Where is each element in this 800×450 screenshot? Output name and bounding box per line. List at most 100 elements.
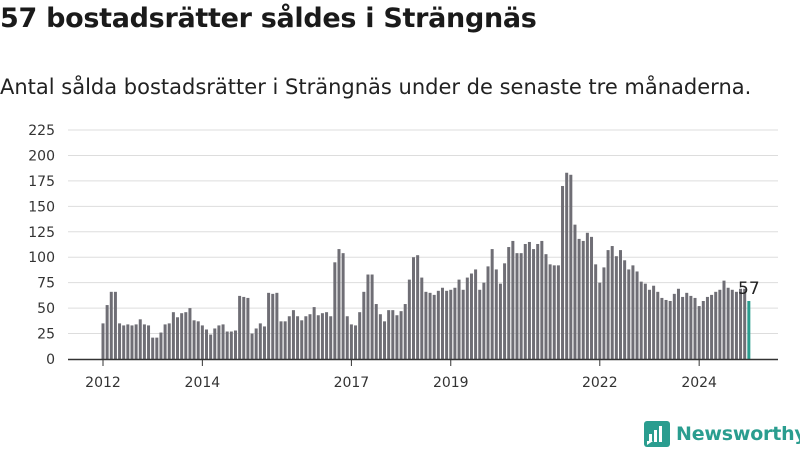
bar	[532, 249, 536, 359]
bar	[221, 324, 225, 359]
bar	[565, 172, 569, 359]
brand-name: Newsworthy	[676, 423, 800, 445]
bar	[672, 293, 676, 359]
bar	[217, 325, 221, 359]
y-tick-label: 25	[37, 327, 55, 343]
bar	[209, 334, 213, 359]
x-tick-label: 2019	[433, 375, 469, 391]
bar	[320, 313, 324, 359]
bar	[660, 297, 664, 359]
bar	[142, 324, 146, 359]
last-value-label: 57	[738, 279, 760, 299]
bar	[151, 337, 155, 359]
bar	[113, 291, 117, 359]
bar	[519, 253, 523, 359]
bar	[366, 274, 370, 359]
bar	[374, 304, 378, 359]
bar	[610, 246, 614, 359]
bar	[436, 290, 440, 359]
bar	[507, 247, 511, 359]
bar	[445, 290, 449, 359]
bar	[333, 262, 337, 359]
bar	[138, 319, 142, 359]
bar	[304, 316, 308, 359]
bar	[689, 295, 693, 359]
x-tick-label: 2017	[334, 375, 370, 391]
x-tick-label: 2024	[681, 375, 717, 391]
bar	[184, 312, 188, 359]
bar	[267, 292, 271, 359]
bar	[159, 332, 163, 359]
bar	[403, 304, 407, 359]
bar	[122, 325, 126, 359]
y-tick-label: 100	[28, 250, 55, 266]
bar	[378, 314, 382, 359]
axes	[68, 358, 778, 366]
chart-title: 57 bostadsrätter såldes i Strängnäs	[0, 3, 537, 34]
y-tick-label: 125	[28, 225, 55, 241]
bar	[233, 330, 237, 359]
bar	[453, 287, 457, 359]
bar	[676, 288, 680, 359]
bar	[556, 265, 560, 359]
bar	[395, 315, 399, 359]
bar	[329, 316, 333, 359]
y-tick-label: 75	[37, 276, 55, 292]
bar	[527, 241, 531, 359]
bar	[652, 285, 656, 359]
bar	[238, 295, 242, 359]
bar	[225, 331, 229, 359]
bar	[552, 265, 556, 359]
bar	[548, 264, 552, 359]
bar	[722, 280, 726, 359]
bar	[739, 288, 743, 359]
bar	[105, 305, 109, 359]
y-tick-label: 150	[28, 199, 55, 215]
bar	[656, 291, 660, 359]
bar	[370, 274, 374, 359]
bar	[449, 289, 453, 359]
bars	[101, 172, 751, 359]
bar	[171, 312, 175, 359]
bar	[718, 289, 722, 359]
bar	[469, 273, 473, 359]
bar	[312, 307, 316, 359]
bar	[188, 308, 192, 359]
bar	[275, 292, 279, 359]
bar	[432, 294, 436, 359]
bar	[155, 337, 159, 359]
bar	[341, 253, 345, 359]
bar	[180, 313, 184, 359]
y-tick-label: 225	[28, 123, 55, 139]
bar	[308, 314, 312, 359]
bar	[503, 263, 507, 359]
bar	[511, 240, 515, 359]
bar	[573, 224, 577, 359]
bar	[710, 294, 714, 359]
bar	[681, 296, 685, 359]
bar	[598, 282, 602, 359]
bar	[461, 289, 465, 359]
bar	[147, 325, 151, 359]
bar	[283, 321, 287, 359]
newsworthy-logo: Newsworthy	[644, 420, 800, 448]
x-tick-label: 2022	[582, 375, 618, 391]
bar	[163, 324, 167, 359]
bar	[536, 243, 540, 359]
bar	[287, 316, 291, 359]
bar	[544, 254, 548, 359]
bar	[482, 282, 486, 359]
bar	[258, 323, 262, 359]
bar	[714, 291, 718, 359]
bar	[109, 291, 113, 359]
bar	[407, 279, 411, 359]
bar	[465, 277, 469, 359]
y-tick-label: 175	[28, 174, 55, 190]
bar	[494, 269, 498, 359]
bar	[383, 321, 387, 359]
bar	[428, 292, 432, 359]
bar	[196, 321, 200, 359]
bar	[254, 328, 258, 359]
bar	[387, 310, 391, 359]
bar	[701, 300, 705, 359]
